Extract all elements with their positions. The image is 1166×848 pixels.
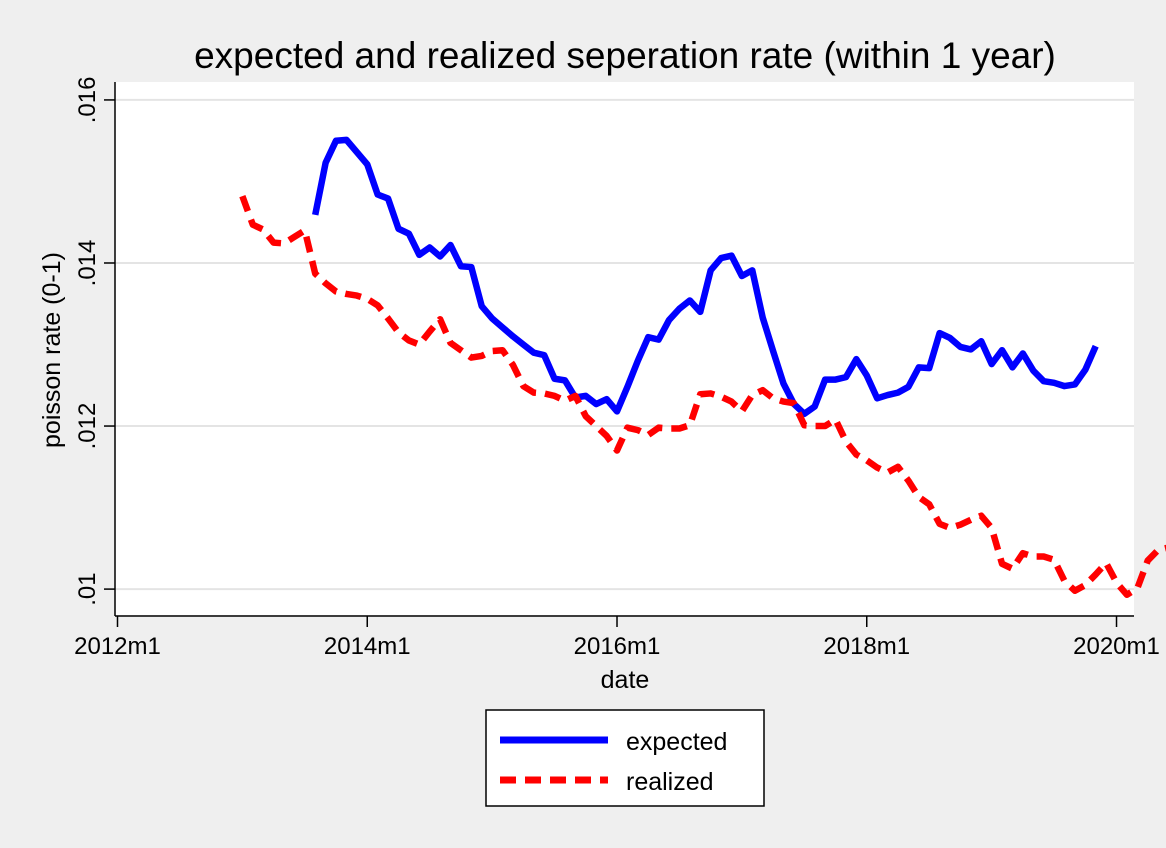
gridlines [115,98,1134,591]
series-line-expected [312,136,1099,418]
x-tick-label: 2020m1 [1073,633,1160,660]
y-tick-label: .012 [74,403,101,450]
legend-label-expected: expected [626,728,727,756]
y-axis-label: poisson rate (0-1) [38,252,66,448]
y-tick-label: .016 [74,77,101,124]
y-tick-label: .014 [74,240,101,287]
chart-title: expected and realized seperation rate (w… [194,35,1056,76]
x-tick-label: 2018m1 [823,633,910,660]
legend: expected realized [485,709,765,807]
y-axis-ticks: .01 .012 .014 .016 [74,77,115,606]
legend-label-realized: realized [626,768,714,796]
y-tick-label: .01 [74,572,101,605]
legend-box [485,709,765,807]
series-layer [239,136,1166,599]
x-axis-label: date [601,666,650,694]
x-tick-label: 2014m1 [324,633,411,660]
x-tick-label: 2012m1 [74,633,161,660]
x-tick-label: 2016m1 [574,633,661,660]
series-line-realized [239,195,1166,599]
x-axis-ticks: 2012m1 2014m1 2016m1 2018m1 2020m1 [74,616,1160,660]
